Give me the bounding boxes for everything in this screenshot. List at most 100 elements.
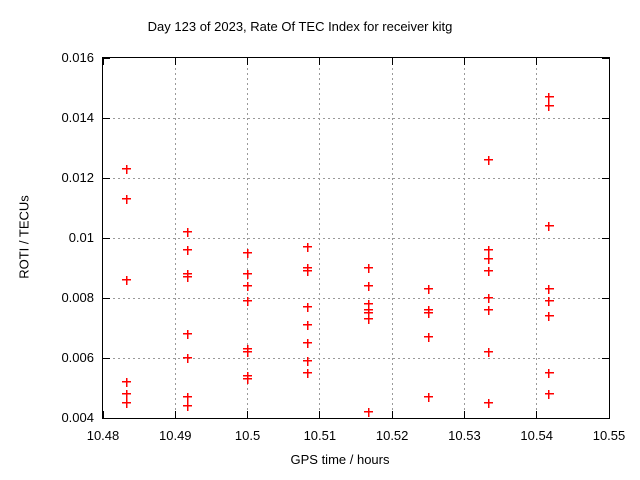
data-point-marker — [122, 164, 132, 174]
data-point-marker — [423, 392, 433, 402]
x-grid-line — [247, 58, 249, 418]
data-point-marker — [183, 245, 193, 255]
data-point-marker — [483, 398, 493, 408]
x-grid-line — [391, 58, 393, 418]
data-point-marker — [423, 332, 433, 342]
data-point-marker — [483, 254, 493, 264]
data-point-marker — [483, 293, 493, 303]
y-tick-label: 0.016 — [61, 50, 94, 65]
data-point-marker — [183, 353, 193, 363]
data-point-marker — [183, 272, 193, 282]
data-point-marker — [122, 389, 132, 399]
data-point-marker — [183, 227, 193, 237]
y-grid-line — [103, 117, 609, 119]
x-tick-label: 10.52 — [375, 428, 409, 443]
data-point-marker — [303, 320, 313, 330]
y-grid-line — [103, 177, 609, 179]
data-point-marker — [423, 308, 433, 318]
data-point-marker — [363, 263, 373, 273]
data-point-marker — [122, 275, 132, 285]
y-tick-label: 0.008 — [61, 290, 94, 305]
x-grid-line — [463, 58, 465, 418]
data-point-marker — [483, 305, 493, 315]
x-tick-mark — [608, 58, 610, 65]
data-point-marker — [363, 299, 373, 309]
x-grid-line — [536, 58, 538, 418]
x-tick-label: 10.51 — [303, 428, 337, 443]
y-tick-mark — [602, 417, 609, 419]
plot-area — [102, 57, 610, 419]
chart-title: Day 123 of 2023, Rate Of TEC Index for r… — [147, 19, 453, 34]
x-tick-label: 10.49 — [159, 428, 192, 443]
x-tick-mark — [391, 58, 393, 65]
data-point-marker — [243, 269, 253, 279]
x-tick-mark — [463, 411, 465, 418]
data-point-marker — [423, 284, 433, 294]
data-point-marker — [363, 308, 373, 318]
x-tick-mark — [536, 58, 538, 65]
data-point-marker — [243, 248, 253, 258]
data-point-marker — [363, 281, 373, 291]
y-tick-mark — [602, 297, 609, 299]
data-point-marker — [122, 377, 132, 387]
x-tick-label: 10.54 — [520, 428, 553, 443]
x-tick-mark — [319, 58, 321, 65]
x-tick-label: 10.53 — [448, 428, 481, 443]
x-tick-mark — [319, 411, 321, 418]
x-axis-title: GPS time / hours — [290, 452, 390, 467]
y-tick-mark — [103, 177, 110, 179]
data-point-marker — [363, 407, 373, 417]
x-tick-mark — [102, 411, 104, 418]
data-point-marker — [183, 401, 193, 411]
x-tick-label: 10.55 — [592, 428, 626, 443]
x-tick-mark — [247, 58, 249, 65]
data-point-marker — [243, 296, 253, 306]
data-point-marker — [483, 347, 493, 357]
y-tick-mark — [103, 417, 110, 419]
x-tick-mark — [391, 411, 393, 418]
x-tick-label: 10.48 — [86, 428, 120, 443]
y-tick-mark — [103, 237, 110, 239]
data-point-marker — [483, 266, 493, 276]
data-point-marker — [544, 284, 554, 294]
data-point-marker — [122, 194, 132, 204]
data-point-marker — [544, 389, 554, 399]
data-point-marker — [243, 347, 253, 357]
x-tick-mark — [247, 411, 249, 418]
y-grid-line — [103, 297, 609, 299]
y-tick-label: 0.004 — [61, 410, 94, 425]
data-point-marker — [544, 311, 554, 321]
data-point-marker — [544, 296, 554, 306]
y-tick-mark — [602, 117, 609, 119]
data-point-marker — [122, 398, 132, 408]
y-tick-mark — [602, 57, 609, 59]
data-point-marker — [243, 374, 253, 384]
data-point-marker — [303, 302, 313, 312]
x-tick-mark — [608, 411, 610, 418]
y-tick-label: 0.006 — [61, 350, 94, 365]
y-tick-label: 0.014 — [61, 110, 94, 125]
x-tick-mark — [102, 58, 104, 65]
data-point-marker — [544, 221, 554, 231]
data-point-marker — [303, 368, 313, 378]
x-tick-label: 10.5 — [234, 428, 261, 443]
data-point-marker — [183, 392, 193, 402]
data-point-marker — [303, 266, 313, 276]
x-tick-mark — [536, 411, 538, 418]
y-tick-label: 0.01 — [68, 230, 94, 245]
y-tick-label: 0.012 — [61, 170, 94, 185]
data-point-marker — [544, 368, 554, 378]
data-point-marker — [303, 338, 313, 348]
x-grid-line — [174, 58, 176, 418]
y-grid-line — [103, 357, 609, 359]
x-tick-mark — [174, 58, 176, 65]
data-point-marker — [483, 245, 493, 255]
x-tick-mark — [463, 58, 465, 65]
data-point-marker — [183, 329, 193, 339]
y-tick-mark — [602, 237, 609, 239]
y-tick-mark — [103, 117, 110, 119]
data-point-marker — [363, 314, 373, 324]
y-tick-mark — [602, 177, 609, 179]
y-tick-mark — [103, 357, 110, 359]
